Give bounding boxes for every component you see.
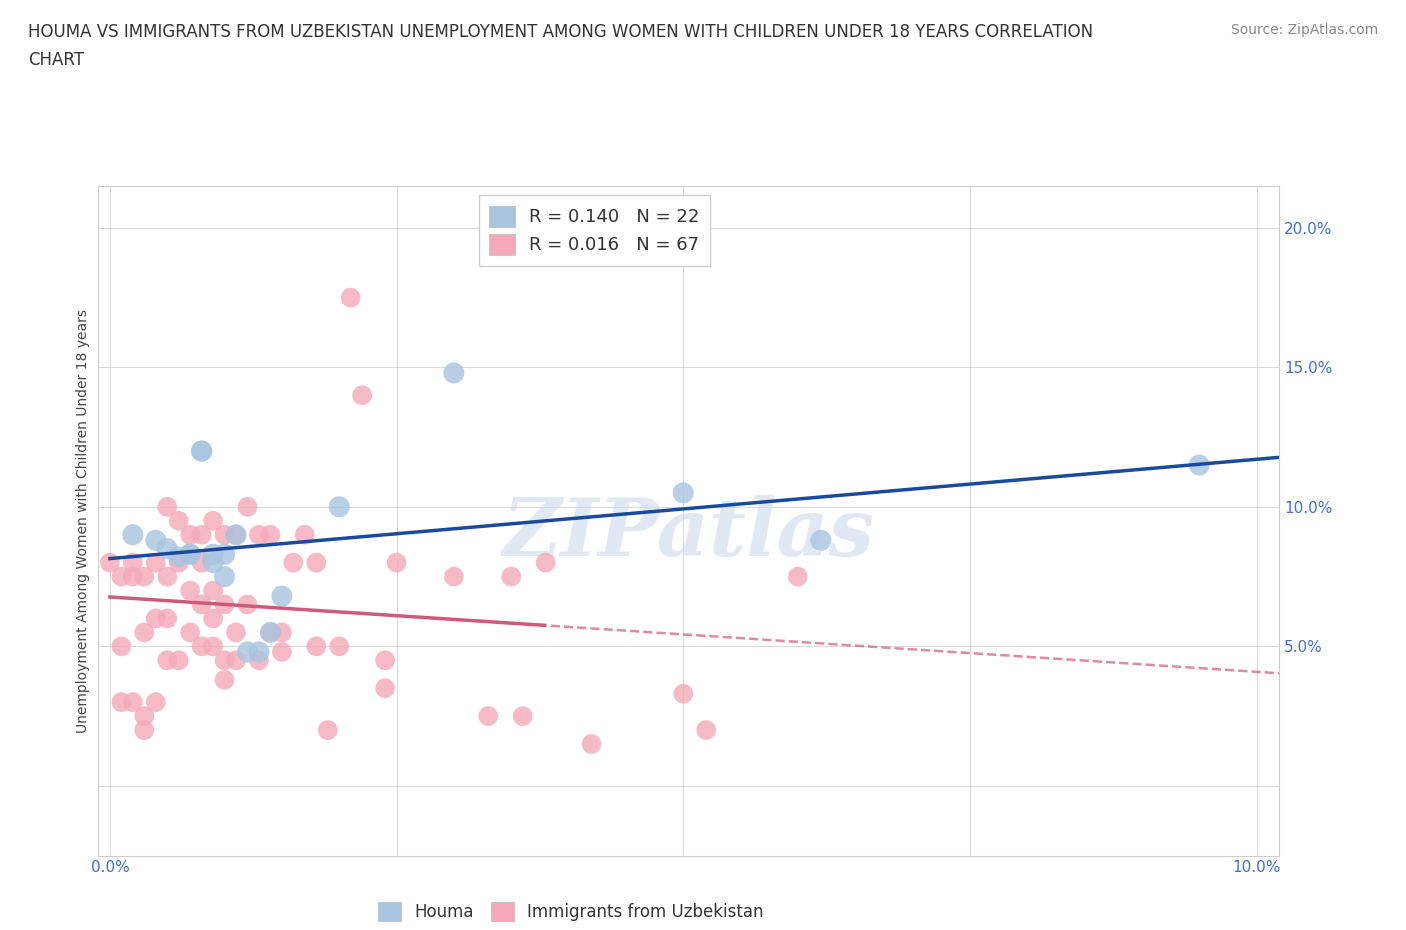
Point — [305, 639, 328, 654]
Point — [179, 547, 201, 562]
Point — [202, 611, 225, 626]
Point — [190, 639, 212, 654]
Point — [270, 589, 292, 604]
Point — [179, 527, 201, 542]
Point — [167, 653, 190, 668]
Point — [134, 569, 156, 584]
Point — [810, 533, 832, 548]
Point — [283, 555, 305, 570]
Point — [121, 527, 143, 542]
Point — [145, 611, 167, 626]
Point — [202, 639, 225, 654]
Point — [672, 485, 695, 500]
Point — [270, 644, 292, 659]
Point — [98, 555, 121, 570]
Point — [501, 569, 523, 584]
Point — [156, 499, 179, 514]
Point — [110, 639, 132, 654]
Point — [190, 444, 212, 458]
Point — [190, 527, 212, 542]
Point — [225, 527, 247, 542]
Point — [259, 625, 281, 640]
Point — [202, 583, 225, 598]
Point — [202, 513, 225, 528]
Point — [477, 709, 499, 724]
Point — [190, 555, 212, 570]
Point — [110, 569, 132, 584]
Point — [202, 547, 225, 562]
Text: ZIPatlas: ZIPatlas — [503, 496, 875, 573]
Point — [167, 513, 190, 528]
Point — [305, 555, 328, 570]
Point — [145, 555, 167, 570]
Point — [247, 527, 270, 542]
Y-axis label: Unemployment Among Women with Children Under 18 years: Unemployment Among Women with Children U… — [76, 309, 90, 733]
Point — [214, 569, 236, 584]
Point — [443, 569, 465, 584]
Point — [225, 653, 247, 668]
Point — [581, 737, 603, 751]
Point — [225, 527, 247, 542]
Point — [167, 555, 190, 570]
Point — [374, 653, 396, 668]
Point — [443, 365, 465, 380]
Point — [134, 723, 156, 737]
Point — [214, 672, 236, 687]
Point — [214, 547, 236, 562]
Point — [214, 527, 236, 542]
Point — [167, 550, 190, 565]
Point — [339, 290, 361, 305]
Point — [270, 625, 292, 640]
Point — [259, 527, 281, 542]
Point — [110, 695, 132, 710]
Point — [236, 499, 259, 514]
Point — [672, 686, 695, 701]
Point — [534, 555, 557, 570]
Point — [179, 625, 201, 640]
Point — [156, 653, 179, 668]
Text: HOUMA VS IMMIGRANTS FROM UZBEKISTAN UNEMPLOYMENT AMONG WOMEN WITH CHILDREN UNDER: HOUMA VS IMMIGRANTS FROM UZBEKISTAN UNEM… — [28, 23, 1094, 41]
Point — [374, 681, 396, 696]
Point — [352, 388, 374, 403]
Point — [247, 653, 270, 668]
Point — [145, 533, 167, 548]
Point — [121, 569, 143, 584]
Point — [214, 597, 236, 612]
Point — [190, 597, 212, 612]
Point — [385, 555, 408, 570]
Text: CHART: CHART — [28, 51, 84, 69]
Point — [134, 709, 156, 724]
Point — [156, 541, 179, 556]
Point — [156, 569, 179, 584]
Point — [695, 723, 717, 737]
Point — [328, 639, 350, 654]
Point — [202, 555, 225, 570]
Point — [236, 644, 259, 659]
Point — [121, 695, 143, 710]
Point — [214, 653, 236, 668]
Point — [247, 644, 270, 659]
Point — [145, 695, 167, 710]
Point — [179, 547, 201, 562]
Text: Source: ZipAtlas.com: Source: ZipAtlas.com — [1230, 23, 1378, 37]
Point — [316, 723, 339, 737]
Point — [512, 709, 534, 724]
Point — [134, 625, 156, 640]
Point — [179, 583, 201, 598]
Point — [294, 527, 316, 542]
Point — [1188, 458, 1211, 472]
Point — [225, 625, 247, 640]
Point — [121, 555, 143, 570]
Point — [259, 625, 281, 640]
Point — [190, 444, 212, 458]
Point — [786, 569, 808, 584]
Legend: Houma, Immigrants from Uzbekistan: Houma, Immigrants from Uzbekistan — [371, 895, 770, 927]
Point — [156, 611, 179, 626]
Point — [328, 499, 350, 514]
Point — [236, 597, 259, 612]
